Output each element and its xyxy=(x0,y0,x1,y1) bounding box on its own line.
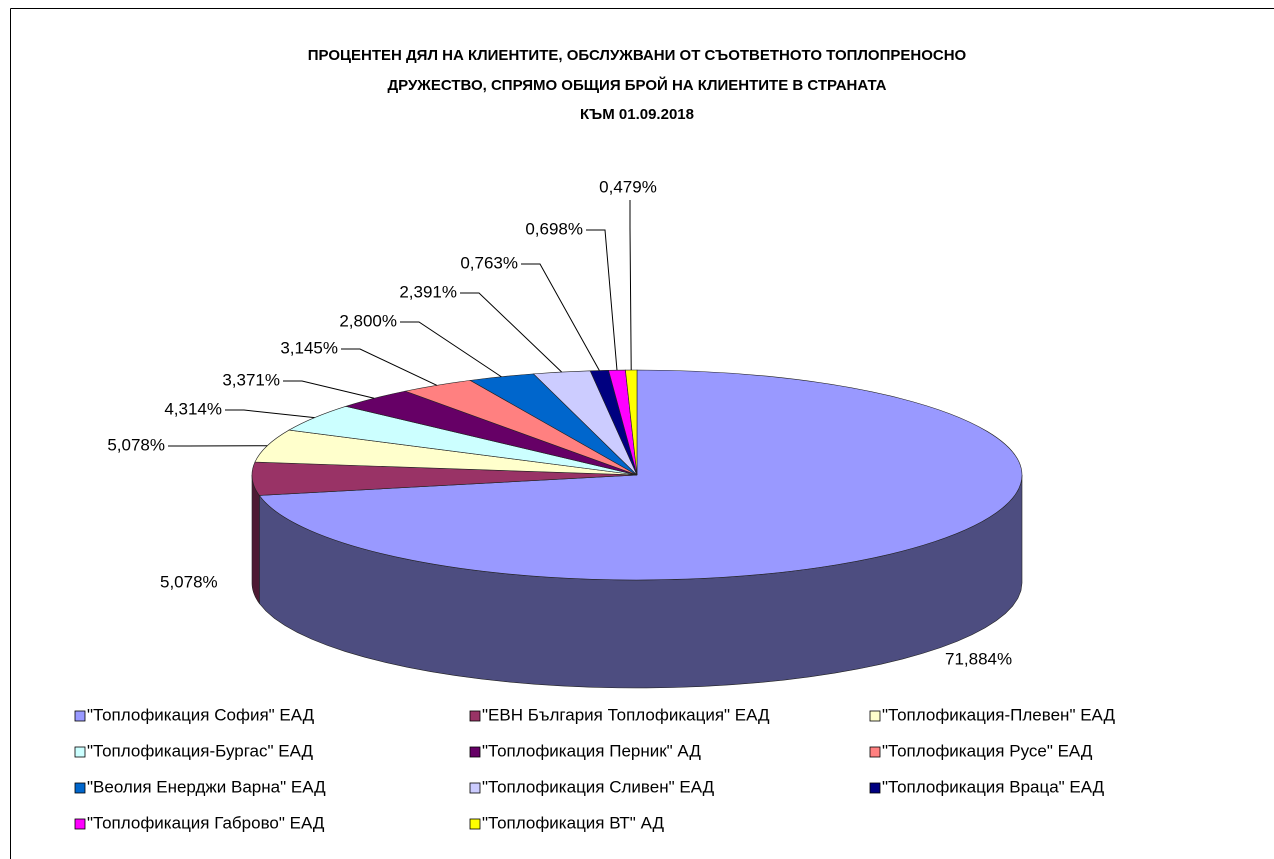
leader-line xyxy=(460,292,562,373)
pie-slice xyxy=(625,369,638,476)
legend-label: "Веолия Енерджи Варна" ЕАД xyxy=(87,777,326,796)
chart-title: КЪМ 01.09.2018 xyxy=(580,106,694,123)
chart-title: ПРОЦЕНТЕН ДЯЛ НА КЛИЕНТИТЕ, ОБСЛУЖВАНИ О… xyxy=(308,47,967,64)
legend-swatch xyxy=(869,782,881,794)
legend-label: "Топлофикация Враца" ЕАД xyxy=(882,777,1105,796)
legend-swatch xyxy=(469,746,481,758)
leader-line xyxy=(400,321,502,378)
legend-label: "Топлофикация Сливен" ЕАД xyxy=(482,777,715,796)
legend-label: "Топлофикация Русе" ЕАД xyxy=(882,741,1093,760)
legend-label: "Топлофикация-Плевен" ЕАД xyxy=(882,705,1115,724)
leader-line xyxy=(629,200,632,371)
legend-swatch xyxy=(469,710,481,722)
data-label: 4,314% xyxy=(164,399,222,418)
pie-slice xyxy=(258,369,1023,581)
chart-title: ДРУЖЕСТВО, СПРЯМО ОБЩИЯ БРОЙ НА КЛИЕНТИТ… xyxy=(387,76,886,94)
legend-swatch xyxy=(869,746,881,758)
legend-label: "Топлофикация Габрово" ЕАД xyxy=(87,813,325,832)
leader-line xyxy=(586,229,618,371)
legend-label: "Топлофикация-Бургас" ЕАД xyxy=(87,741,313,760)
legend-swatch xyxy=(469,818,481,830)
legend-swatch xyxy=(74,746,86,758)
legend-label: "Топлофикация София" ЕАД xyxy=(87,705,315,724)
data-label: 0,479% xyxy=(599,177,657,196)
data-label: 5,078% xyxy=(160,572,218,591)
legend-label: "Топлофикация Перник" АД xyxy=(482,741,701,760)
data-label: 71,884% xyxy=(945,649,1012,668)
leader-line xyxy=(283,380,375,399)
legend-swatch xyxy=(74,710,86,722)
data-label: 3,145% xyxy=(280,338,338,357)
data-label: 3,371% xyxy=(222,370,280,389)
data-label: 0,763% xyxy=(460,253,518,272)
data-label: 5,078% xyxy=(107,435,165,454)
leader-line xyxy=(341,348,438,386)
legend-swatch xyxy=(469,782,481,794)
legend-swatch xyxy=(869,710,881,722)
data-label: 0,698% xyxy=(525,219,583,238)
data-label: 2,391% xyxy=(399,282,457,301)
legend-swatch xyxy=(74,818,86,830)
leader-line xyxy=(225,409,315,419)
leader-line xyxy=(521,263,600,371)
legend-label: "Топлофикация ВТ" АД xyxy=(482,813,664,832)
legend-label: "ЕВН България Топлофикация" ЕАД xyxy=(482,705,770,724)
data-label: 2,800% xyxy=(339,311,397,330)
legend-swatch xyxy=(74,782,86,794)
